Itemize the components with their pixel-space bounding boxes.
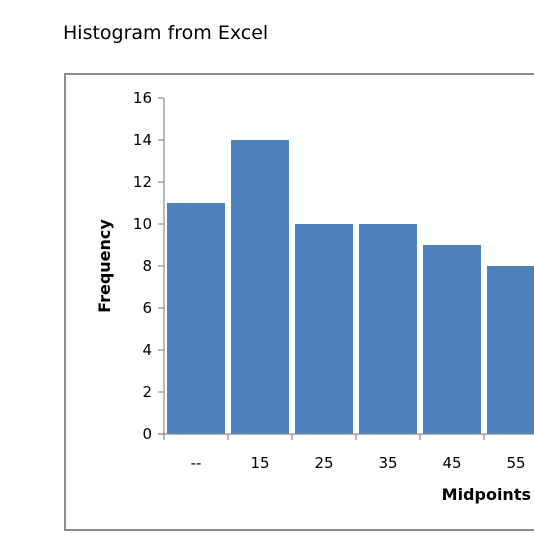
y-tick-label: 10 xyxy=(133,215,152,233)
y-tick-label: 16 xyxy=(133,89,152,107)
y-tick-label: 12 xyxy=(133,173,152,191)
x-tick-label: 35 xyxy=(378,454,397,472)
page-title: Histogram from Excel xyxy=(63,22,269,44)
x-tick-label: 25 xyxy=(314,454,333,472)
y-axis-title: Frequency xyxy=(95,219,114,313)
y-tick-label: 8 xyxy=(142,257,152,275)
y-tick-label: 14 xyxy=(133,131,152,149)
y-tick-label: 4 xyxy=(142,341,152,359)
bar xyxy=(231,140,289,434)
y-tick-label: 0 xyxy=(142,425,152,443)
bar xyxy=(487,266,534,434)
y-tick-label: 2 xyxy=(142,383,152,401)
x-tick-label: 15 xyxy=(250,454,269,472)
y-tick-label: 6 xyxy=(142,299,152,317)
bar xyxy=(359,224,417,434)
x-ticks-layer: -- 15 25 35 45 55 xyxy=(163,434,526,472)
y-ticks-layer: 0 2 4 6 8 10 12 14 16 xyxy=(133,89,164,443)
x-axis-title: Midpoints xyxy=(442,485,531,504)
x-tick-label: -- xyxy=(191,454,202,472)
bar xyxy=(423,245,481,434)
x-tick-label: 45 xyxy=(442,454,461,472)
x-tick-label: 55 xyxy=(506,454,525,472)
bar xyxy=(295,224,353,434)
bars-layer xyxy=(167,140,534,434)
bar xyxy=(167,203,225,434)
